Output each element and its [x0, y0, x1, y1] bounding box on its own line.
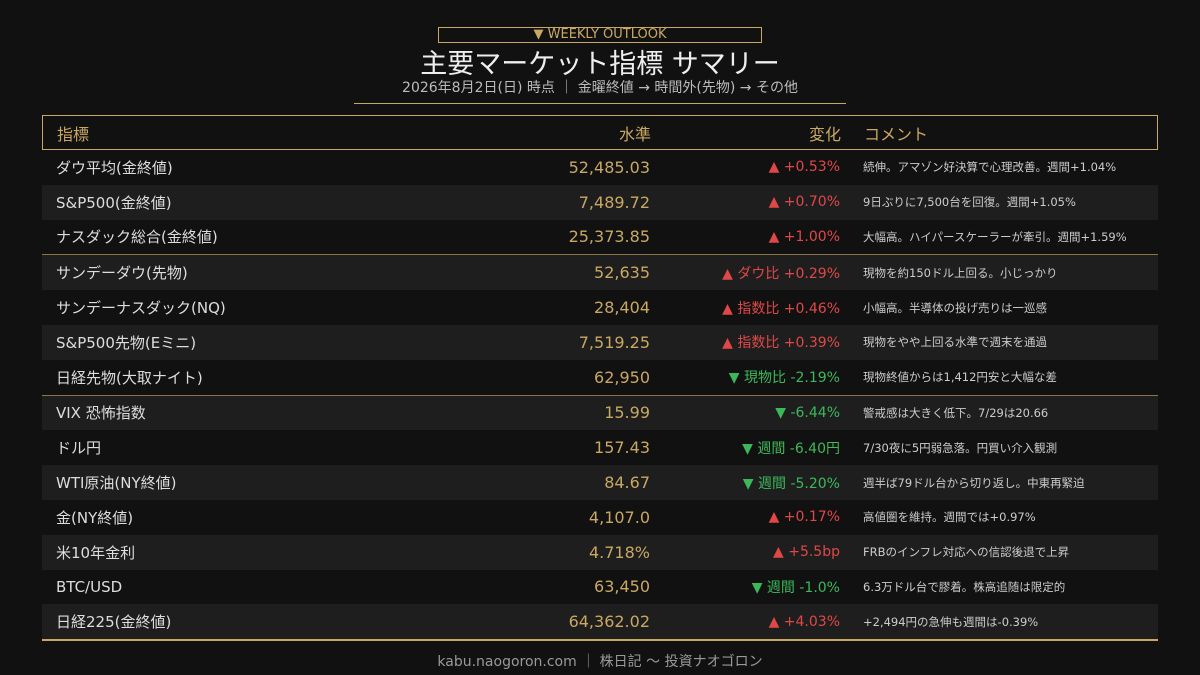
comment: 7/30夜に5円弱急落。円買い介入観測: [863, 440, 1058, 455]
change: ▲ +0.70%: [768, 194, 840, 211]
badge: ▼ WEEKLY OUTLOOK: [438, 27, 762, 43]
comment: 週半ば79ドル台から切り返し。中東再緊迫: [863, 475, 1085, 490]
table-row: ドル円 157.43 ▼ 週間 -6.40円 7/30夜に5円弱急落。円買い介入観測: [42, 430, 1158, 465]
comment: 6.3万ドル台で膠着。株高追随は限定的: [863, 579, 1066, 594]
indicator: ナスダック総合(金終値): [56, 228, 218, 247]
level: 64,362.02: [568, 612, 650, 632]
table-row: 日経225(金終値) 64,362.02 ▲ +4.03% +2,494円の急伸も週間…: [42, 604, 1158, 640]
change: ▼ -6.44%: [775, 404, 840, 421]
comment: 9日ぶりに7,500台を回復。週間+1.05%: [863, 195, 1076, 210]
change: ▲ 指数比 +0.46%: [722, 300, 840, 317]
table-row: S&P500先物(Eミニ) 7,519.25 ▲ 指数比 +0.39% 現物をやや上回…: [42, 324, 1158, 360]
indicator: WTI原油(NY終値): [56, 474, 177, 493]
table-row: 金(NY終値) 4,107.0 ▲ +0.17% 高値圏を維持。週間では+0.97%: [42, 500, 1158, 535]
level: 157.43: [594, 438, 650, 458]
level: 63,450: [594, 577, 650, 597]
indicator: S&P500(金終値): [56, 193, 172, 212]
change: ▲ +0.53%: [768, 159, 840, 176]
level: 7,489.72: [578, 192, 650, 212]
indicator: ダウ平均(金終値): [56, 158, 173, 177]
comment: 高値圏を維持。週間では+0.97%: [863, 510, 1036, 525]
table-row: S&P500(金終値) 7,489.72 ▲ +0.70% 9日ぶりに7,500台を回…: [42, 184, 1158, 220]
comment: +2,494円の急伸も週間は-0.39%: [863, 614, 1039, 629]
row-group: ダウ平均(金終値) 52,485.03 ▲ +0.53% 続伸。アマゾン好決算で心理改…: [42, 150, 1158, 254]
change: ▼ 週間 -6.40円: [742, 440, 840, 457]
indicator: 米10年金利: [56, 543, 136, 562]
table-row: ナスダック総合(金終値) 25,373.85 ▲ +1.00% 大幅高。ハイパースケー…: [42, 220, 1158, 255]
table: 指標 水準 変化 コメント ダウ平均(金終値) 52,485.03 ▲ +0.53%…: [42, 115, 1158, 642]
indicator: 日経先物(大取ナイト): [56, 368, 203, 387]
table-row: VIX 恐怖指数 15.99 ▼ -6.44% 警戒感は大きく低下。7/29は20.6…: [42, 395, 1158, 431]
change: ▼ 現物比 -2.19%: [728, 370, 840, 387]
indicator: 金(NY終値): [56, 508, 134, 527]
indicator: サンデーダウ(先物): [56, 264, 188, 283]
column-header: コメント: [864, 124, 929, 144]
table-row: WTI原油(NY終値) 84.67 ▼ 週間 -5.20% 週半ば79ドル台から切り返…: [42, 465, 1158, 500]
level: 52,485.03: [568, 157, 650, 177]
indicator: 日経225(金終値): [56, 613, 172, 632]
comment: 続伸。アマゾン好決算で心理改善。週間+1.04%: [863, 160, 1117, 175]
comment: 現物終値からは1,412円安と大幅な差: [863, 370, 1057, 385]
change: ▲ +1.00%: [768, 228, 840, 245]
table-row: BTC/USD 63,450 ▼ 週間 -1.0% 6.3万ドル台で膠着。株高追随は限…: [42, 570, 1158, 605]
level: 25,373.85: [568, 227, 650, 247]
table-row: サンデーダウ(先物) 52,635 ▲ ダウ比 +0.29% 現物を約150ドル上回る…: [42, 255, 1158, 291]
level: 52,635: [594, 263, 650, 283]
level: 84.67: [604, 473, 650, 493]
table-row: サンデーナスダック(NQ) 28,404 ▲ 指数比 +0.46% 小幅高。半導体の投…: [42, 290, 1158, 325]
level: 15.99: [604, 403, 650, 423]
comment: 警戒感は大きく低下。7/29は20.66: [863, 405, 1049, 420]
level: 7,519.25: [578, 332, 650, 352]
indicator: VIX 恐怖指数: [56, 404, 146, 423]
comment: 現物を約150ドル上回る。小じっかり: [863, 265, 1058, 280]
table-body: ダウ平均(金終値) 52,485.03 ▲ +0.53% 続伸。アマゾン好決算で心理改…: [42, 150, 1158, 640]
change: ▲ ダウ比 +0.29%: [722, 265, 840, 282]
change: ▲ +0.17%: [768, 509, 840, 526]
column-header: 変化: [808, 124, 841, 144]
table-header: 指標 水準 変化 コメント: [42, 115, 1158, 150]
table-row: 米10年金利 4.718% ▲ +5.5bp FRBのインフレ対応への信認後退で上昇: [42, 534, 1158, 570]
level: 4.718%: [588, 542, 650, 562]
column-header: 指標: [57, 124, 90, 144]
footer: kabu.naogoron.com ｜ 株日記 〜 投資ナオゴロン: [437, 654, 763, 670]
indicator: BTC/USD: [56, 577, 123, 596]
level: 62,950: [594, 367, 650, 387]
level: 28,404: [594, 298, 650, 318]
table-row: 日経先物(大取ナイト) 62,950 ▼ 現物比 -2.19% 現物終値からは1,41…: [42, 360, 1158, 395]
change: ▼ 週間 -5.20%: [742, 475, 840, 492]
title: 主要マーケット指標 サマリー: [420, 49, 780, 80]
subtitle: 2026年8月2日(日) 時点 ｜ 金曜終値 → 時間外(先物) → その他: [354, 77, 846, 104]
comment: 小幅高。半導体の投げ売りは一巡感: [863, 300, 1047, 315]
row-group: サンデーダウ(先物) 52,635 ▲ ダウ比 +0.29% 現物を約150ドル上回る…: [42, 254, 1158, 394]
indicator: サンデーナスダック(NQ): [56, 299, 226, 318]
level: 4,107.0: [588, 507, 650, 527]
change: ▲ +5.5bp: [773, 544, 840, 561]
comment: FRBのインフレ対応への信認後退で上昇: [863, 545, 1070, 560]
table-row: ダウ平均(金終値) 52,485.03 ▲ +0.53% 続伸。アマゾン好決算で心理改…: [42, 150, 1158, 185]
indicator: ドル円: [56, 439, 102, 458]
change: ▲ 指数比 +0.39%: [722, 335, 840, 352]
comment: 大幅高。ハイパースケーラーが牽引。週間+1.59%: [863, 229, 1127, 244]
column-header: 水準: [618, 124, 651, 144]
indicator: S&P500先物(Eミニ): [56, 333, 197, 352]
change: ▼ 週間 -1.0%: [751, 579, 840, 596]
row-group: VIX 恐怖指数 15.99 ▼ -6.44% 警戒感は大きく低下。7/29は20.6…: [42, 394, 1158, 640]
change: ▲ +4.03%: [768, 613, 840, 630]
comment: 現物をやや上回る水準で週末を通過: [863, 335, 1047, 350]
